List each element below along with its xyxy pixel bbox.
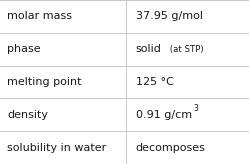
Text: solid: solid bbox=[136, 44, 162, 54]
Text: 0.91 g/cm: 0.91 g/cm bbox=[136, 110, 192, 120]
Text: 3: 3 bbox=[194, 104, 199, 113]
Text: density: density bbox=[7, 110, 49, 120]
Text: phase: phase bbox=[7, 44, 41, 54]
Text: melting point: melting point bbox=[7, 77, 82, 87]
Text: decomposes: decomposes bbox=[136, 143, 206, 153]
Text: 37.95 g/mol: 37.95 g/mol bbox=[136, 11, 203, 21]
Text: 125 °C: 125 °C bbox=[136, 77, 174, 87]
Text: molar mass: molar mass bbox=[7, 11, 72, 21]
Text: solubility in water: solubility in water bbox=[7, 143, 107, 153]
Text: (at STP): (at STP) bbox=[167, 45, 203, 54]
